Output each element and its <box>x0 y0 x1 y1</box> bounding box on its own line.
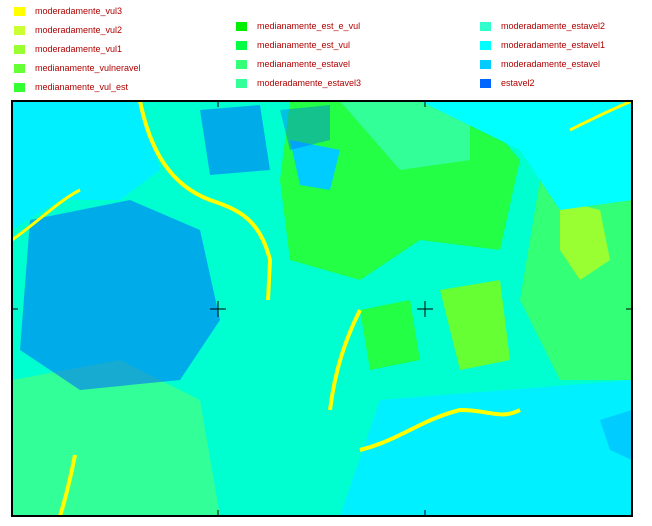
legend-swatch <box>480 21 491 31</box>
legend-label: moderadamente_estavel <box>501 59 601 69</box>
legend-item: moderadamente_estavel1 <box>480 39 605 51</box>
legend-swatch <box>236 21 247 31</box>
legend-swatch <box>236 59 247 69</box>
legend-item: medianamente_vulneravel <box>14 62 141 74</box>
legend-swatch <box>14 6 25 16</box>
legend-item: moderadamente_estavel2 <box>480 20 605 32</box>
legend-item: moderadamente_vul3 <box>14 5 122 17</box>
legend-item: medianamente_estavel <box>236 58 350 70</box>
legend-swatch <box>14 82 25 92</box>
legend-label: moderadamente_vul2 <box>35 25 123 35</box>
legend-item: medianamente_est_e_vul <box>236 20 360 32</box>
legend-item: medianamente_est_vul <box>236 39 350 51</box>
legend-item: moderadamente_vul2 <box>14 24 122 36</box>
legend-label: moderadamente_estavel2 <box>501 21 606 31</box>
legend-swatch <box>480 40 491 50</box>
legend-label: medianamente_est_vul <box>257 40 351 50</box>
legend-label: medianamente_est_e_vul <box>257 21 361 31</box>
legend-swatch <box>236 40 247 50</box>
legend-item: estavel2 <box>480 77 535 89</box>
legend-label: moderadamente_estavel3 <box>257 78 362 88</box>
legend-label: moderadamente_estavel1 <box>501 40 606 50</box>
legend-item: moderadamente_vul1 <box>14 43 122 55</box>
legend-label: medianamente_vulneravel <box>35 63 141 73</box>
legend-swatch <box>480 78 491 88</box>
legend-label: moderadamente_vul1 <box>35 44 123 54</box>
legend-swatch <box>14 63 25 73</box>
legend-swatch <box>480 59 491 69</box>
legend-swatch <box>14 25 25 35</box>
legend-label: moderadamente_vul3 <box>35 6 123 16</box>
legend-swatch <box>236 78 247 88</box>
legend-label: medianamente_estavel <box>257 59 351 69</box>
legend-item: moderadamente_estavel3 <box>236 77 361 89</box>
legend-item: moderadamente_estavel <box>480 58 600 70</box>
legend-swatch <box>14 44 25 54</box>
legend-item: medianamente_vul_est <box>14 81 128 93</box>
legend-label: medianamente_vul_est <box>35 82 129 92</box>
map-regions <box>11 99 633 517</box>
graticule <box>12 101 632 516</box>
legend-label: estavel2 <box>501 78 535 88</box>
